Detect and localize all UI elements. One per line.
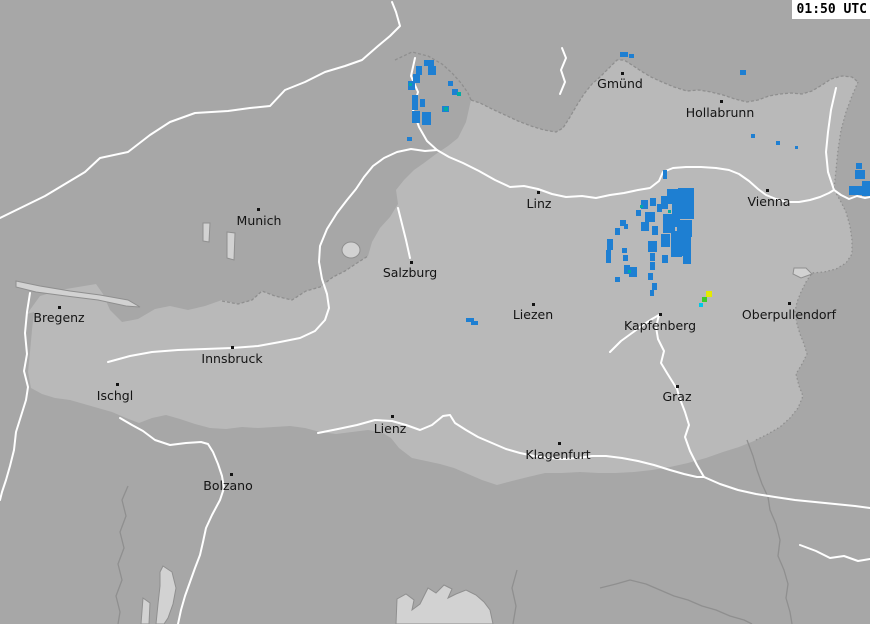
border-at-cz (470, 59, 859, 133)
adriatic-sea (395, 584, 494, 624)
lakes-layer (15, 222, 813, 624)
lake-garda (155, 565, 177, 624)
river-salzach (397, 207, 411, 259)
austria-region (27, 60, 858, 485)
river-drau (317, 414, 870, 509)
border-it-si (511, 569, 518, 624)
river-danube-at (410, 57, 870, 203)
lake-starnberg (226, 231, 236, 261)
river-rhine (0, 292, 31, 501)
river-march (825, 87, 837, 191)
river-mur (609, 314, 705, 478)
lake-neusiedl (792, 267, 813, 279)
border-hu-hr (746, 439, 793, 624)
border-ch-it (115, 485, 129, 624)
river-vltava (559, 47, 567, 95)
lake-chiemsee (341, 241, 361, 259)
river-inn (107, 148, 438, 363)
lake-constance (15, 280, 141, 308)
border-de-cz (394, 51, 472, 101)
borders-layer (115, 51, 859, 624)
river-adige (119, 417, 225, 624)
lake-ammersee (202, 222, 211, 243)
river-sava (799, 544, 870, 562)
border-si-hr (599, 579, 753, 624)
timestamp-badge: 01:50 UTC (791, 0, 870, 19)
lake-garda-west (140, 597, 151, 624)
border-at-east (753, 81, 859, 442)
river-danube-de (0, 1, 401, 219)
